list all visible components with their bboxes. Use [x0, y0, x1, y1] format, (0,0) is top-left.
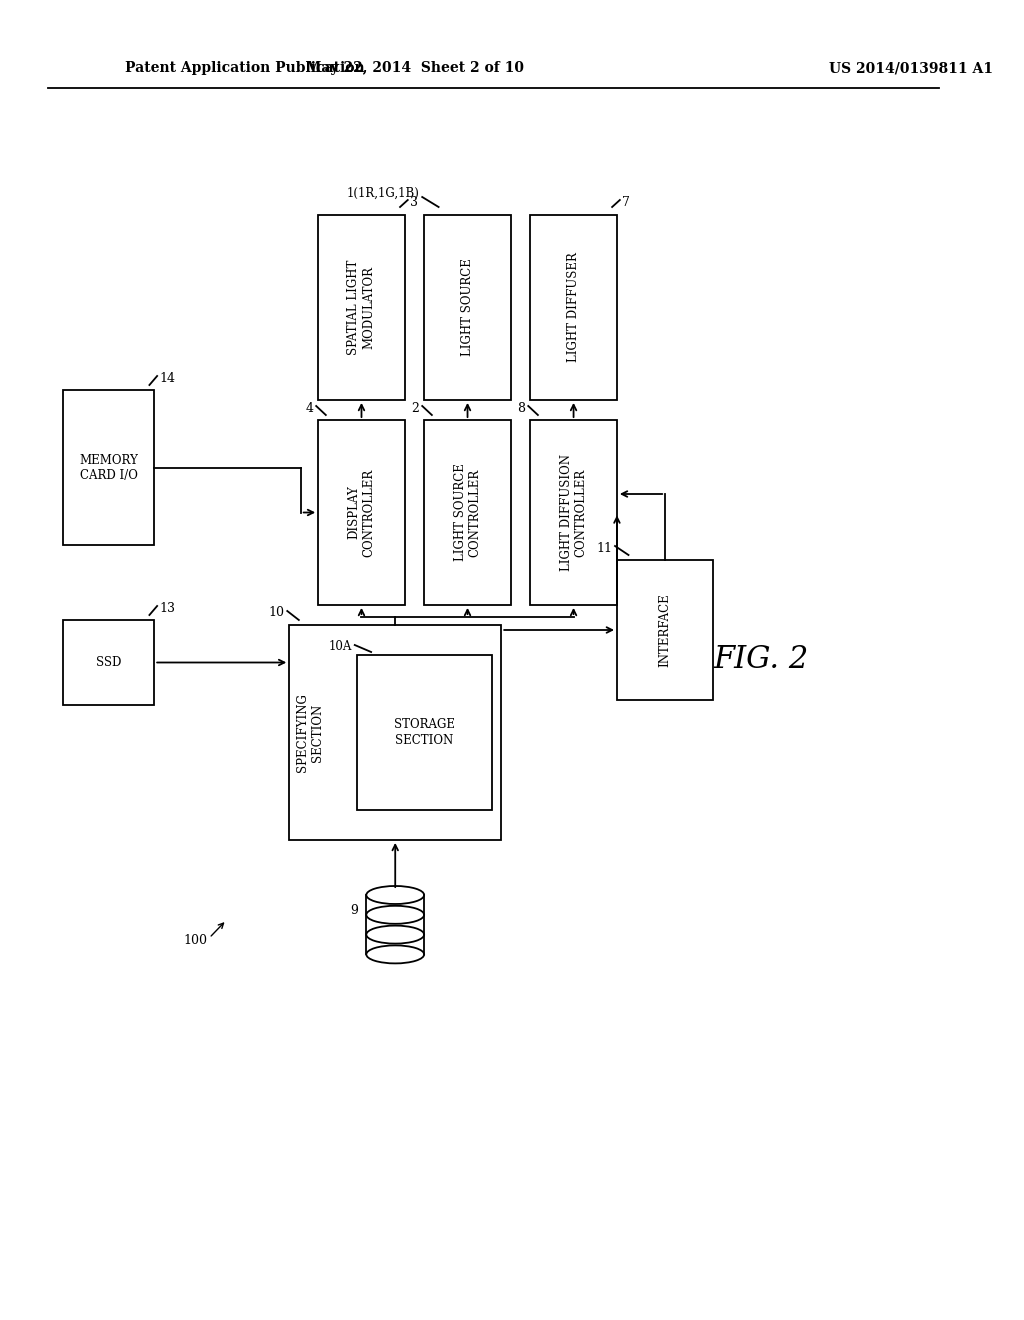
- Bar: [530, 215, 616, 400]
- Bar: [318, 420, 404, 605]
- Bar: [356, 655, 492, 810]
- Text: LIGHT SOURCE
CONTROLLER: LIGHT SOURCE CONTROLLER: [454, 463, 481, 561]
- Text: 14: 14: [159, 371, 175, 384]
- Text: 8: 8: [517, 401, 525, 414]
- Text: 100: 100: [183, 933, 207, 946]
- Text: MEMORY
CARD I/O: MEMORY CARD I/O: [79, 454, 138, 482]
- Text: INTERFACE: INTERFACE: [658, 593, 672, 667]
- Text: 9: 9: [350, 903, 358, 916]
- Bar: [62, 389, 155, 545]
- Text: 1(1R,1G,1B): 1(1R,1G,1B): [346, 186, 419, 199]
- Text: LIGHT DIFFUSION
CONTROLLER: LIGHT DIFFUSION CONTROLLER: [559, 454, 588, 572]
- Text: FIG. 2: FIG. 2: [714, 644, 809, 676]
- Bar: [530, 420, 616, 605]
- Text: US 2014/0139811 A1: US 2014/0139811 A1: [829, 61, 993, 75]
- Text: LIGHT SOURCE: LIGHT SOURCE: [461, 259, 474, 356]
- Bar: [318, 215, 404, 400]
- Text: DISPLAY
CONTROLLER: DISPLAY CONTROLLER: [347, 469, 376, 557]
- Text: 3: 3: [410, 197, 418, 210]
- Text: 11: 11: [596, 541, 612, 554]
- Text: 4: 4: [305, 401, 313, 414]
- Text: 2: 2: [412, 401, 419, 414]
- Text: May 22, 2014  Sheet 2 of 10: May 22, 2014 Sheet 2 of 10: [305, 61, 523, 75]
- Bar: [616, 560, 714, 700]
- Text: SSD: SSD: [96, 656, 121, 669]
- Text: 10A: 10A: [329, 640, 352, 653]
- Text: 13: 13: [159, 602, 175, 615]
- Text: SPATIAL LIGHT
MODULATOR: SPATIAL LIGHT MODULATOR: [347, 260, 376, 355]
- Text: LIGHT DIFFUSER: LIGHT DIFFUSER: [567, 252, 580, 363]
- Bar: [62, 620, 155, 705]
- Bar: [424, 215, 511, 400]
- Text: STORAGE
SECTION: STORAGE SECTION: [393, 718, 455, 747]
- Bar: [289, 624, 502, 840]
- Text: Patent Application Publication: Patent Application Publication: [125, 61, 365, 75]
- Text: 10: 10: [268, 606, 285, 619]
- Bar: [424, 420, 511, 605]
- Text: 7: 7: [622, 197, 630, 210]
- Text: SPECIFYING
SECTION: SPECIFYING SECTION: [296, 693, 325, 772]
